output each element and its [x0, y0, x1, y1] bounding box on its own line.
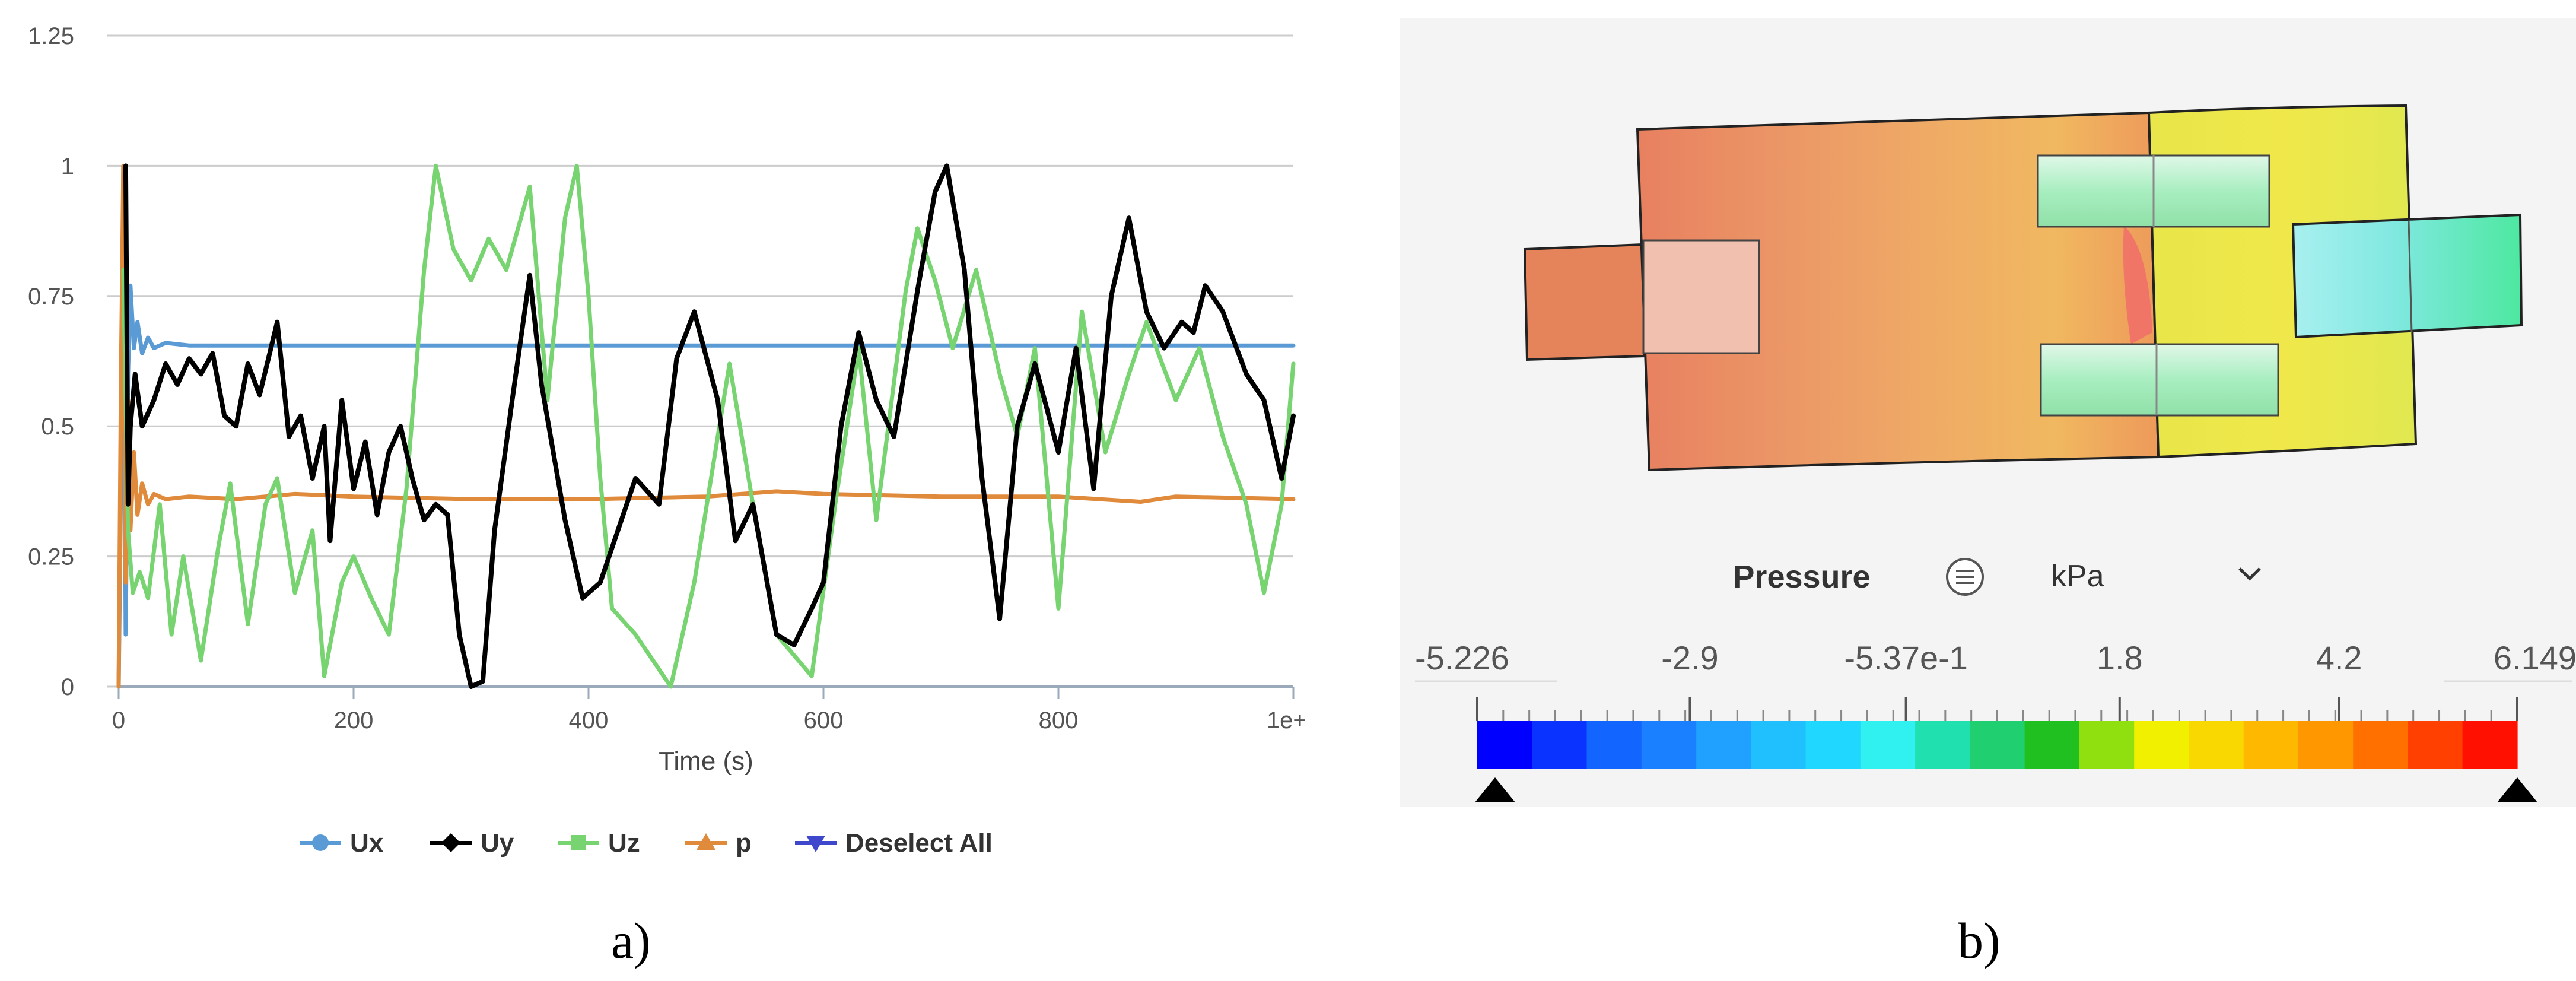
colorbar-swatch-3	[1641, 721, 1697, 769]
legend-marker-circle	[312, 834, 329, 851]
pressure-colorbar: -5.226 -2.9 -5.37e-1 1.8 4.2 6.149	[1400, 617, 2576, 807]
legend-item-uz[interactable]: Uz	[558, 828, 640, 858]
pressure-contour-figure: Pressure kPa -5.226 -2.9 -5.37e-1 1.8 4.2 6.1…	[1400, 18, 2576, 807]
muffler-3d-model	[1523, 104, 2523, 472]
colorbar-tick-labels: -5.226 -2.9 -5.37e-1 1.8 4.2 6.149	[1415, 639, 2576, 682]
colorbar-swatch-6	[1805, 721, 1861, 769]
legend-marker-triangle-up	[697, 833, 715, 850]
chart-series	[116, 163, 1296, 689]
legend-label: Uz	[608, 828, 640, 858]
colorbar-swatch-9	[1970, 721, 2025, 769]
chevron-down-icon	[2238, 567, 2261, 581]
unit-dropdown-value: kPa	[2051, 559, 2104, 593]
inlet-inner-pipe	[1642, 239, 1760, 354]
chart-gridlines	[107, 34, 1293, 688]
colorbar-tick-label-3: 1.8	[2097, 639, 2143, 677]
colorbar-tick-backdrop	[1400, 617, 2576, 807]
y-tick-label-0: 0	[61, 674, 74, 700]
outlet-pipe-joint	[2408, 220, 2413, 333]
colorbar-tick-marks	[1476, 697, 2518, 721]
chart-axes	[117, 685, 1295, 699]
legend-label: Deselect All	[845, 828, 993, 858]
legend-item-ux[interactable]: Ux	[300, 828, 384, 858]
colorbar-title: Pressure	[1733, 559, 1870, 595]
chart-legend: Ux Uy Uz p Deselect All	[300, 828, 993, 858]
colorbar-swatch-8	[1915, 721, 1970, 769]
colorbar-min-handle[interactable]	[1475, 777, 1515, 802]
colorbar-swatch-11	[2079, 721, 2135, 769]
inlet-pipe	[1523, 243, 1646, 361]
colorbar-header: Pressure kPa	[1733, 558, 2261, 596]
chart-tick-labels: 0 200 400 600 800 1e+3 0 0.25 0.5 0.75 1 1.25	[28, 23, 1305, 734]
colorbar-swatch-14	[2243, 721, 2299, 769]
legend-item-deselect-all[interactable]: Deselect All	[795, 828, 993, 858]
y-tick-label-5: 1.25	[28, 23, 74, 49]
x-tick-label-3: 600	[804, 707, 844, 734]
outlet-pipe	[2291, 213, 2523, 339]
colorbar-swatches	[1477, 721, 2518, 769]
legend-marker-diamond	[441, 833, 460, 852]
y-tick-label-3: 0.75	[28, 284, 74, 310]
colorbar-tick-label-5: 6.149	[2494, 639, 2576, 677]
colorbar-swatch-15	[2298, 721, 2354, 769]
legend-item-p[interactable]: p	[685, 828, 752, 858]
x-tick-label-2: 400	[569, 707, 609, 734]
colorbar-swatch-10	[2024, 721, 2080, 769]
time-history-chart: 0 200 400 600 800 1e+3 0 0.25 0.5 0.75 1 1.25 Time …	[28, 23, 1305, 858]
y-tick-label-2: 0.5	[41, 414, 74, 440]
panel-a-caption: a)	[611, 912, 651, 969]
menu-icon[interactable]	[1946, 558, 1984, 596]
colorbar-tick-label-0: -5.226	[1415, 639, 1509, 677]
legend-label: Uy	[481, 828, 514, 858]
colorbar-max-handle[interactable]	[2497, 777, 2537, 802]
y-tick-label-4: 1	[61, 153, 74, 179]
colorbar-swatch-0	[1477, 721, 1532, 769]
lower-internal-pipe	[2040, 343, 2279, 417]
colorbar-swatch-16	[2353, 721, 2409, 769]
colorbar-swatch-1	[1532, 721, 1588, 769]
unit-dropdown[interactable]: kPa	[2051, 559, 2261, 593]
colorbar-swatch-4	[1696, 721, 1751, 769]
legend-label: Ux	[350, 828, 384, 858]
panel-b-caption: b)	[1958, 912, 2001, 969]
colorbar-swatch-2	[1586, 721, 1642, 769]
legend-item-uy[interactable]: Uy	[430, 828, 514, 858]
colorbar-tick-label-2: -5.37e-1	[1844, 639, 1968, 677]
colorbar-swatch-17	[2408, 721, 2463, 769]
colorbar-swatch-12	[2134, 721, 2190, 769]
x-tick-label-1: 200	[334, 707, 374, 734]
series-line-uy	[123, 163, 1296, 689]
colorbar-tick-label-1: -2.9	[1661, 639, 1719, 677]
x-tick-label-4: 800	[1039, 707, 1079, 734]
pressure-hot-spot	[2123, 226, 2152, 344]
x-tick-label-0: 0	[112, 707, 125, 734]
legend-marker-triangle-down	[806, 836, 825, 852]
series-line-uz	[121, 163, 1296, 689]
x-axis-title: Time (s)	[659, 747, 753, 776]
y-tick-label-1: 0.25	[28, 544, 74, 570]
colorbar-swatch-5	[1751, 721, 1807, 769]
colorbar-tick-label-4: 4.2	[2316, 639, 2362, 677]
colorbar-swatch-7	[1860, 721, 1916, 769]
colorbar-swatch-18	[2462, 721, 2518, 769]
x-tick-label-5: 1e+3	[1267, 707, 1305, 734]
legend-marker-square	[571, 835, 586, 850]
colorbar-swatch-13	[2189, 721, 2244, 769]
legend-label: p	[736, 828, 752, 858]
